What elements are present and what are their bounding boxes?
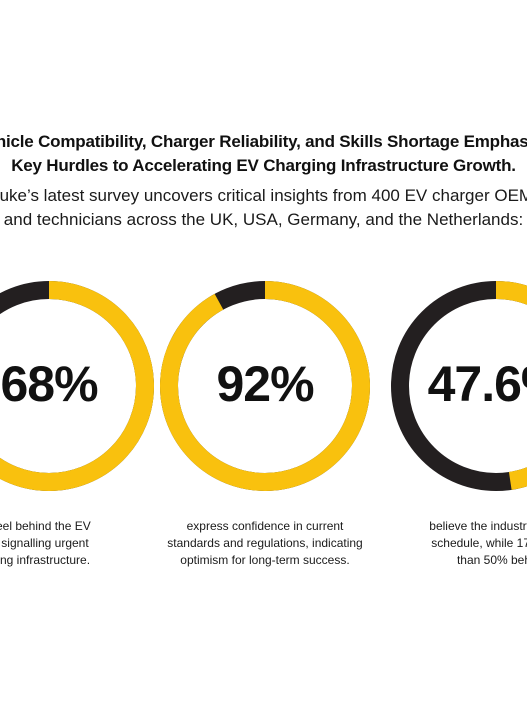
ring-fill-2 [160,281,370,491]
stat-card-3: 47.6% [389,279,527,493]
stat-card-2: 92% [158,279,372,493]
caption-2-line-1: express confidence in current [186,519,344,533]
caption-1-line-1: ndents feel behind the EV [0,519,91,533]
ring-fill-3 [391,281,527,491]
stat-value-2: 92% [216,356,314,412]
caption-3-line-3: than 50% behind [456,553,527,567]
stat-value-1: 68% [0,356,98,412]
progress-ring-3 [391,281,527,491]
caption-2-line-2: standards and regulations, indicating [167,536,363,550]
stat-card-1: 68% [0,279,156,493]
stat-caption-1: ndents feel behind the EV n curve, signa… [0,518,152,569]
stat-value-3: 47.6% [427,356,527,412]
caption-2-line-3: optimism for long-term success. [180,553,350,567]
subtitle: Fluke’s latest survey uncovers critical … [0,184,527,232]
headline-line-2: Key Hurdles to Accelerating EV Charging … [11,156,516,175]
subtitle-line-2: and technicians across the UK, USA, Germ… [3,210,524,229]
stat-caption-3: believe the industry is 25–5 schedule, w… [372,518,527,569]
stat-caption-2: express confidence in current standards … [135,518,395,569]
headline-line-1: Vehicle Compatibility, Charger Reliabili… [0,132,527,151]
ring-fill-1 [0,281,154,491]
caption-3-line-2: schedule, while 17.6% say [431,536,527,550]
progress-ring-1 [0,281,154,491]
caption-1-line-2: n curve, signalling urgent [0,536,89,550]
caption-3-line-1: believe the industry is 25–5 [429,519,527,533]
subtitle-line-1: Fluke’s latest survey uncovers critical … [0,186,527,205]
headline: Vehicle Compatibility, Charger Reliabili… [0,130,527,178]
caption-1-line-3: s in scaling infrastructure. [0,553,91,567]
progress-ring-2 [160,281,370,491]
